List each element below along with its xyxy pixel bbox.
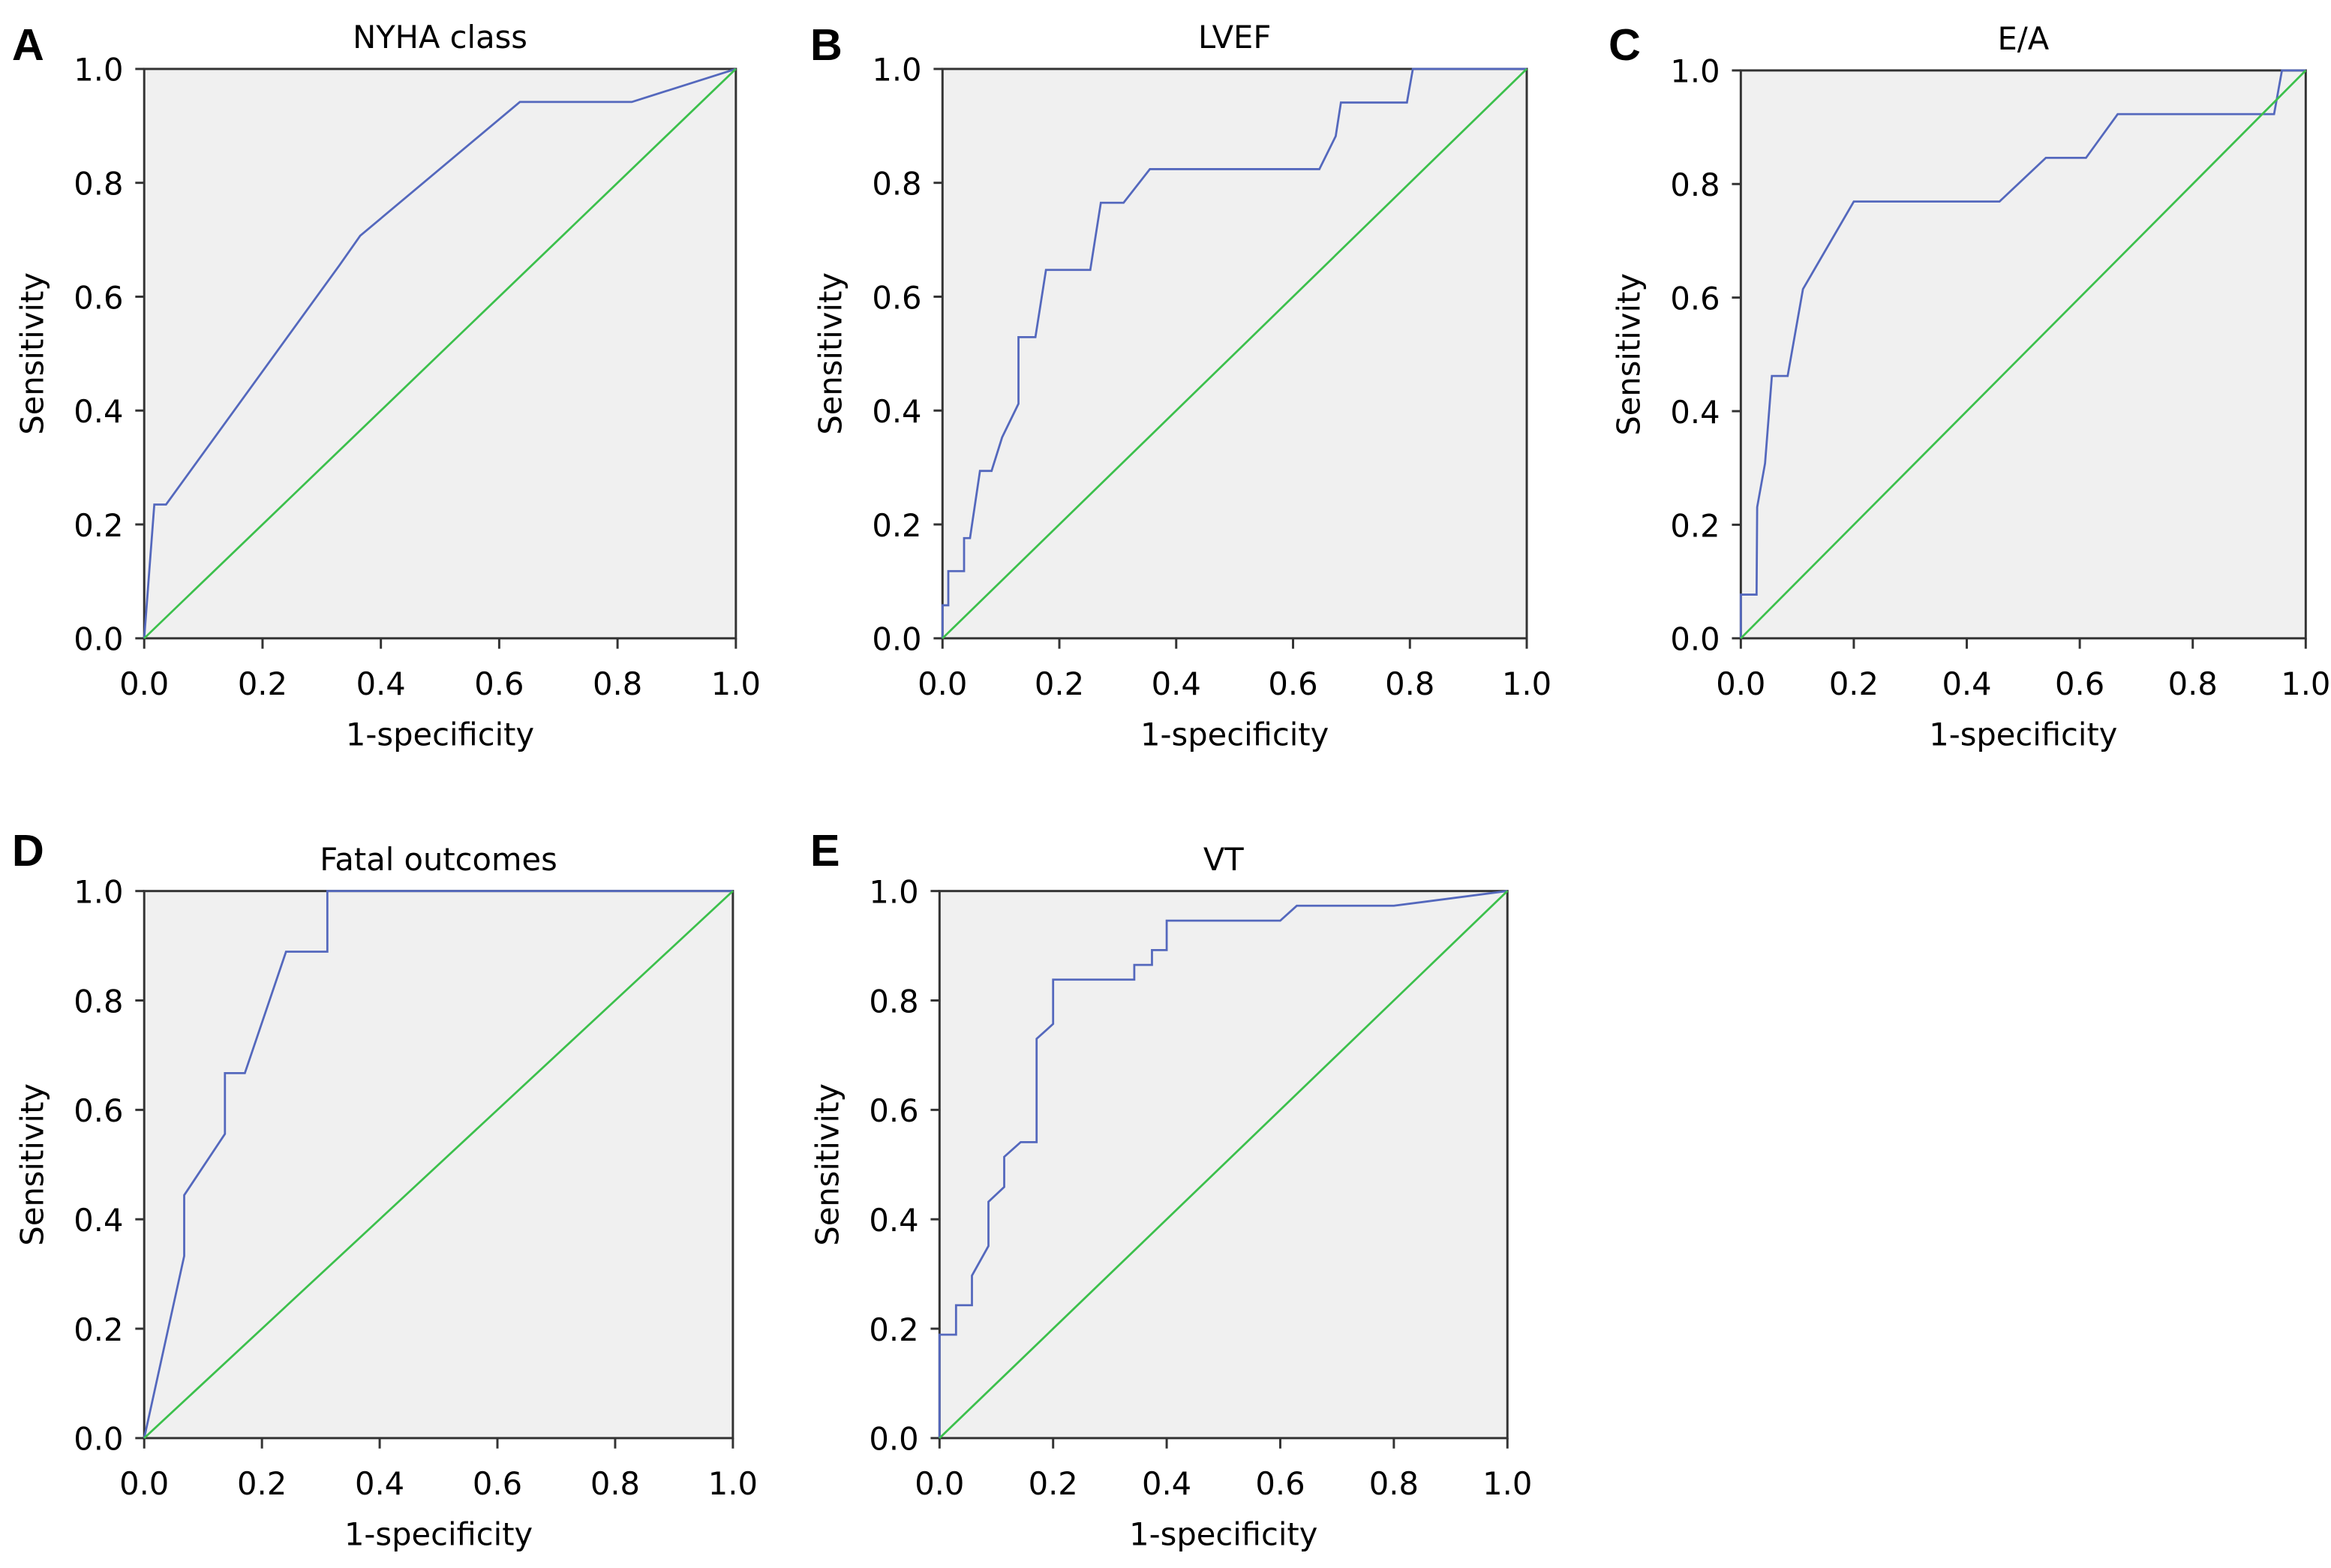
x-tick-label: 0.0 — [918, 665, 967, 702]
y-tick-label: 0.4 — [872, 393, 921, 430]
y-tick-label: 0.4 — [74, 1202, 123, 1239]
y-axis-label: Sensitivity — [810, 1083, 846, 1246]
y-tick-label: 1.0 — [1670, 53, 1720, 90]
y-tick-label: 0.6 — [872, 279, 921, 316]
y-tick-label: 1.0 — [74, 52, 123, 89]
x-tick-label: 1.0 — [1502, 665, 1551, 702]
y-tick-label: 0.2 — [1670, 507, 1720, 544]
x-tick-label: 0.6 — [1255, 1465, 1305, 1502]
x-axis-label: 1-specificity — [344, 1516, 533, 1553]
x-tick-label: 0.6 — [473, 1465, 522, 1502]
x-axis-label: 1-specificity — [1129, 1516, 1317, 1553]
y-tick-label: 0.6 — [74, 1092, 123, 1129]
x-tick-label: 0.2 — [1829, 665, 1879, 702]
y-tick-label: 0.6 — [869, 1092, 918, 1129]
y-tick-label: 0.2 — [872, 507, 921, 544]
y-tick-label: 0.8 — [74, 166, 123, 203]
y-tick-label: 0.0 — [869, 1421, 918, 1458]
y-tick-label: 0.2 — [869, 1311, 918, 1348]
panel-d: 0.0 0.2 0.4 0.6 0.8 1.0 0.0 0.2 0.4 0.6 0.8 1.0 Fata… — [12, 825, 758, 1553]
x-tick-label: 0.0 — [119, 665, 169, 702]
x-tick-label: 0.4 — [1942, 665, 1991, 702]
y-tick-label: 0.0 — [74, 621, 123, 658]
panel-c: 0.0 0.2 0.4 0.6 0.8 1.0 0.0 0.2 0.4 0.6 0.8 1.0 E/A 1… — [1609, 20, 2330, 752]
x-tick-label: 1.0 — [708, 1465, 758, 1502]
x-tick-label: 0.4 — [1142, 1465, 1191, 1502]
y-tick-label: 0.8 — [869, 983, 918, 1020]
roc-curve — [143, 68, 737, 638]
y-tick-label: 0.4 — [1670, 394, 1720, 431]
x-tick-label: 0.8 — [1369, 1465, 1419, 1502]
x-tick-label: 0.4 — [355, 1465, 404, 1502]
y-tick-label: 0.6 — [1670, 281, 1720, 317]
x-tick-label: 0.4 — [356, 665, 406, 702]
x-axis-label: 1-specificity — [1140, 716, 1329, 752]
y-tick-label: 0.4 — [869, 1202, 918, 1239]
y-tick-label: 0.0 — [1670, 621, 1720, 658]
panel-letter: A — [12, 20, 44, 70]
reference-line — [143, 68, 737, 639]
reference-line — [939, 890, 1509, 1439]
panel-title: LVEF — [1198, 19, 1271, 56]
x-tick-label: 1.0 — [1482, 1465, 1532, 1502]
panel-letter: C — [1609, 20, 1641, 70]
x-tick-label: 0.6 — [2055, 665, 2104, 702]
x-tick-label: 0.2 — [238, 665, 287, 702]
reference-line — [942, 68, 1527, 639]
roc-curve — [941, 68, 1527, 638]
panel-a: 0.0 0.2 0.4 0.6 0.8 1.0 0.0 0.2 0.4 0.6 0.8 1.0 NYHA… — [12, 19, 761, 752]
panel-title: NYHA class — [353, 19, 527, 56]
x-tick-label: 1.0 — [711, 665, 761, 702]
panel-title: Fatal outcomes — [320, 841, 557, 878]
panel-e: 0.0 0.2 0.4 0.6 0.8 1.0 0.0 0.2 0.4 0.6 0.8 1.0 VT 1-… — [810, 825, 1533, 1553]
y-tick-label: 0.8 — [74, 983, 123, 1020]
panel-letter: B — [810, 20, 843, 70]
y-tick-label: 0.8 — [1670, 167, 1720, 203]
y-axis-label: Sensitivity — [14, 1083, 50, 1246]
x-tick-label: 0.0 — [119, 1465, 169, 1502]
x-tick-label: 0.2 — [1029, 1465, 1078, 1502]
y-tick-label: 0.0 — [74, 1421, 123, 1458]
x-tick-label: 0.8 — [590, 1465, 640, 1502]
x-tick-label: 0.2 — [237, 1465, 287, 1502]
x-tick-label: 0.4 — [1152, 665, 1201, 702]
x-tick-label: 1.0 — [2281, 665, 2330, 702]
x-tick-label: 0.0 — [915, 1465, 964, 1502]
y-axis-label: Sensitivity — [14, 272, 50, 435]
x-tick-label: 0.0 — [1716, 665, 1765, 702]
x-tick-label: 0.8 — [1385, 665, 1434, 702]
x-axis-label: 1-specificity — [346, 716, 534, 752]
x-tick-label: 0.6 — [474, 665, 524, 702]
x-tick-label: 0.2 — [1035, 665, 1084, 702]
y-axis-label: Sensitivity — [813, 272, 849, 435]
roc-curve — [1739, 69, 2306, 638]
panel-b: 0.0 0.2 0.4 0.6 0.8 1.0 0.0 0.2 0.4 0.6 0.8 1.0 LVEF… — [810, 19, 1551, 752]
y-tick-label: 0.2 — [74, 1311, 123, 1348]
y-tick-label: 1.0 — [74, 874, 123, 911]
y-tick-label: 0.2 — [74, 507, 123, 544]
panel-letter: E — [810, 825, 840, 876]
x-tick-label: 0.8 — [2168, 665, 2218, 702]
y-tick-label: 1.0 — [869, 874, 918, 911]
y-tick-label: 0.4 — [74, 393, 123, 430]
reference-line — [1740, 69, 2307, 639]
x-tick-label: 0.8 — [593, 665, 642, 702]
y-tick-label: 0.8 — [872, 166, 921, 203]
reference-line — [143, 890, 734, 1439]
panel-title: VT — [1203, 841, 1244, 878]
y-tick-label: 0.6 — [74, 279, 123, 316]
panel-letter: D — [12, 825, 44, 876]
roc-curve — [143, 890, 733, 1439]
y-tick-label: 1.0 — [872, 52, 921, 89]
x-tick-label: 0.6 — [1268, 665, 1317, 702]
y-tick-label: 0.0 — [872, 621, 921, 658]
panel-title: E/A — [1997, 20, 2049, 57]
x-axis-label: 1-specificity — [1929, 716, 2117, 752]
y-axis-label: Sensitivity — [1611, 273, 1648, 436]
roc-curve — [938, 890, 1508, 1438]
